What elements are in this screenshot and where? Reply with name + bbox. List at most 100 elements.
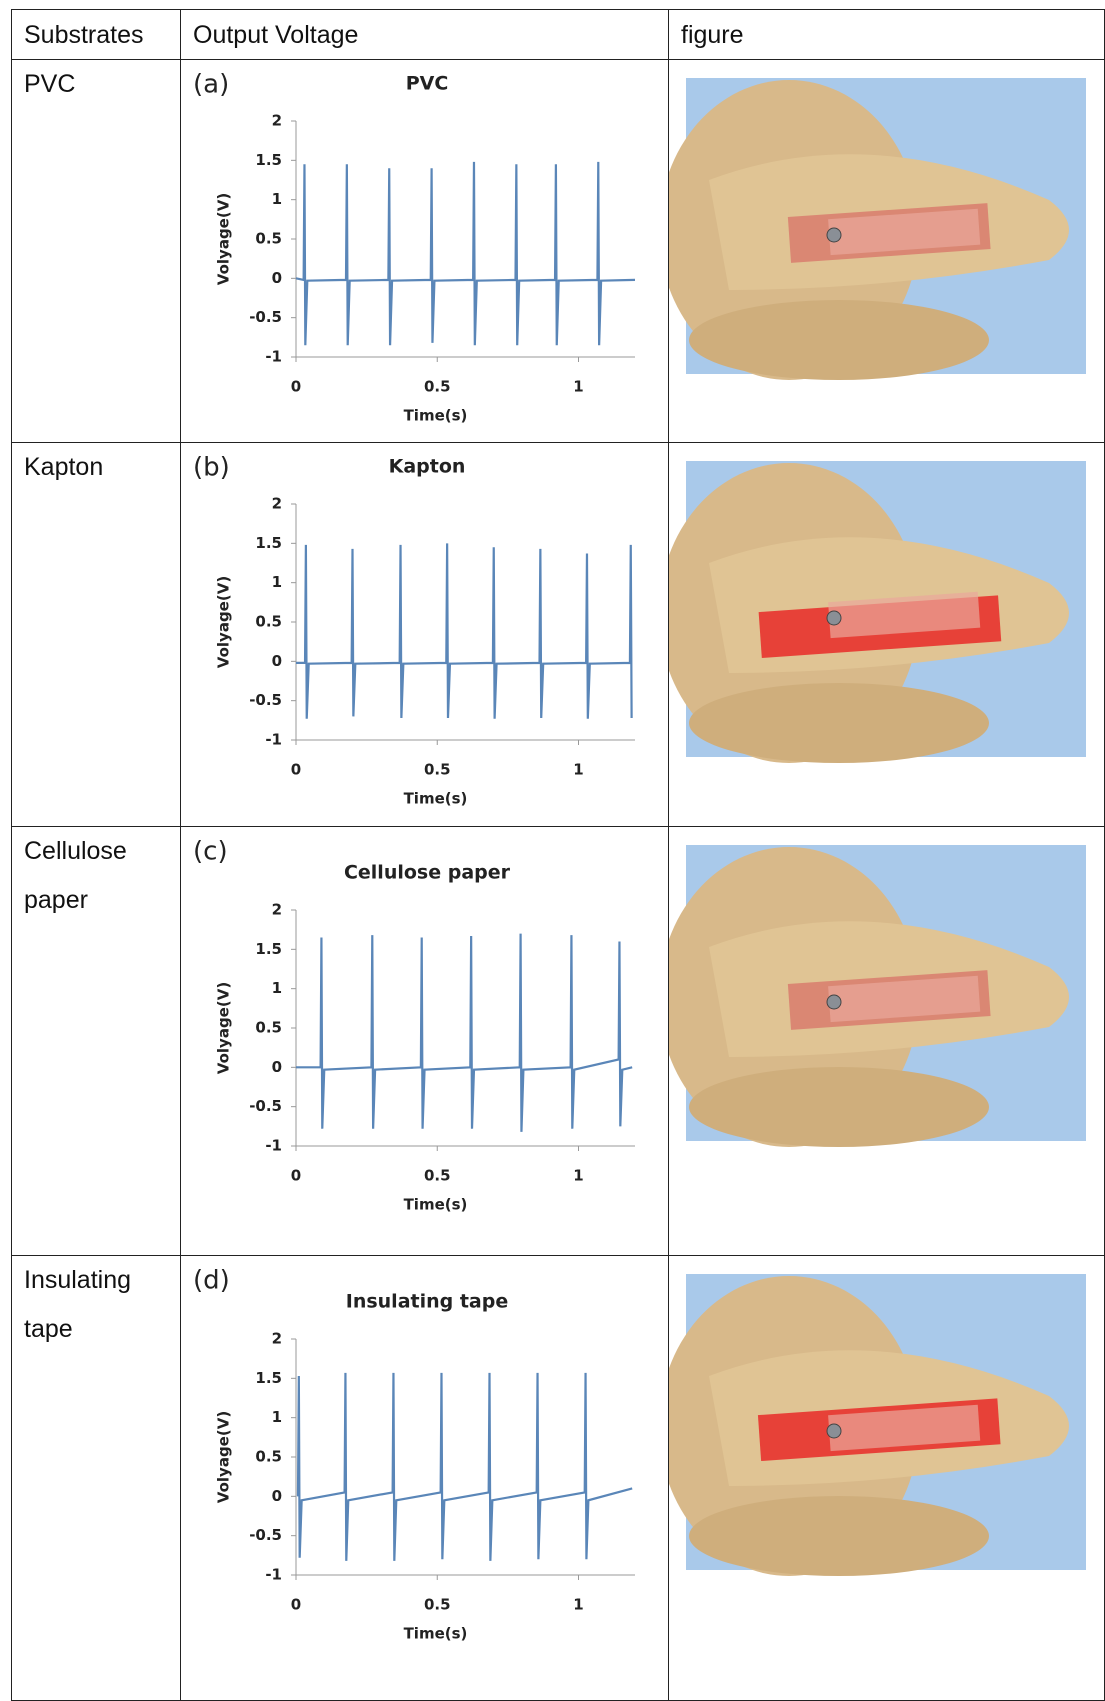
y-axis-label: Volyage(V) — [215, 982, 233, 1074]
x-tick-label: 1 — [573, 1596, 583, 1614]
substrate-name: Cellulose paper — [24, 837, 127, 914]
figure-cell — [668, 442, 1105, 827]
y-axis-label: Volyage(V) — [215, 193, 233, 285]
contact-screw — [826, 994, 842, 1010]
y-tick-label: 2 — [272, 112, 282, 130]
sample-photo — [669, 845, 1086, 1147]
y-axis-label: Volyage(V) — [215, 576, 233, 668]
header-text: Output Voltage — [193, 21, 359, 49]
y-tick-label: -1 — [265, 731, 282, 749]
y-tick-label: 0.5 — [255, 230, 282, 248]
x-tick-label: 1 — [573, 761, 583, 779]
x-tick-label: 0 — [291, 1167, 301, 1185]
substrate-cell: Cellulose paper — [11, 826, 181, 1256]
contact-screw — [826, 227, 842, 243]
voltage-line — [296, 1372, 633, 1561]
y-tick-label: 0.5 — [255, 613, 282, 631]
y-tick-label: -1 — [265, 348, 282, 366]
contact-screw — [826, 610, 842, 626]
y-tick-label: 1.5 — [255, 940, 282, 958]
header-text: figure — [681, 21, 744, 49]
voltage-chart: (c) Cellulose paper -1 -0.5 0 0.5 1 1.5 2 0 0.5 1 Ti… — [193, 837, 635, 1214]
glove-thumb — [689, 1067, 989, 1147]
voltage-line — [296, 933, 633, 1132]
x-axis-label: Time(s) — [404, 407, 468, 425]
chart-cell: (a) PVC -1 -0.5 0 0.5 1 1.5 2 0 0.5 1 Time(s) Volyage… — [180, 59, 669, 443]
panel-label: (b) — [193, 453, 230, 483]
y-tick-label: -0.5 — [249, 308, 282, 326]
electrode-pattern — [828, 975, 981, 1023]
photo — [669, 78, 1086, 380]
y-tick-label: 0.5 — [255, 1019, 282, 1037]
electrode-pattern — [828, 591, 981, 639]
x-tick-label: 0 — [291, 761, 301, 779]
sample-photo — [669, 461, 1086, 763]
chart-cell: (b) Kapton -1 -0.5 0 0.5 1 1.5 2 0 0.5 1 Time(s) Voly… — [180, 442, 669, 827]
y-tick-label: 0 — [272, 652, 282, 670]
y-tick-label: -1 — [265, 1137, 282, 1155]
glove-thumb — [689, 683, 989, 763]
x-tick-label: 0.5 — [424, 1596, 451, 1614]
y-axis-label: Volyage(V) — [215, 1411, 233, 1503]
electrode-pattern — [828, 208, 981, 256]
header-cell: Output Voltage — [180, 9, 669, 60]
y-tick-label: -0.5 — [249, 1097, 282, 1115]
substrate-name: PVC — [24, 70, 76, 98]
x-axis-label: Time(s) — [404, 1196, 468, 1214]
voltage-line — [295, 161, 636, 346]
figure-cell — [668, 826, 1105, 1256]
voltage-chart: (d) Insulating tape -1 -0.5 0 0.5 1 1.5 2 0 0.5 1 Ti… — [193, 1266, 635, 1643]
panel-label: (c) — [193, 837, 228, 867]
y-tick-label: 1.5 — [255, 1369, 282, 1387]
y-tick-label: 1 — [272, 190, 282, 208]
y-tick-label: 1.5 — [255, 534, 282, 552]
figure-cell — [668, 59, 1105, 443]
substrate-name: Insulating tape — [24, 1266, 132, 1343]
photo — [669, 845, 1086, 1147]
y-tick-label: -0.5 — [249, 691, 282, 709]
x-tick-label: 0.5 — [424, 1167, 451, 1185]
electrode-pattern — [828, 1404, 981, 1452]
y-tick-label: 0.5 — [255, 1448, 282, 1466]
voltage-chart: (b) Kapton -1 -0.5 0 0.5 1 1.5 2 0 0.5 1 Time(s) Voly… — [193, 453, 635, 808]
voltage-line — [296, 543, 633, 719]
glove-thumb — [689, 1496, 989, 1576]
chart-title: Cellulose paper — [344, 862, 511, 884]
chart-cell: (d) Insulating tape -1 -0.5 0 0.5 1 1.5 2 0 0.5 1 Ti… — [180, 1255, 669, 1701]
x-tick-label: 0.5 — [424, 378, 451, 396]
y-tick-label: -0.5 — [249, 1526, 282, 1544]
x-tick-label: 1 — [573, 378, 583, 396]
y-tick-label: -1 — [265, 1566, 282, 1584]
sample-photo — [669, 1274, 1086, 1576]
glove-thumb — [689, 300, 989, 380]
x-tick-label: 0 — [291, 1596, 301, 1614]
x-axis-label: Time(s) — [404, 790, 468, 808]
x-axis-label: Time(s) — [404, 1625, 468, 1643]
y-tick-label: 2 — [272, 495, 282, 513]
y-tick-label: 1 — [272, 1408, 282, 1426]
header-cell: figure — [668, 9, 1105, 60]
x-tick-label: 0.5 — [424, 761, 451, 779]
header-text: Substrates — [24, 21, 144, 49]
x-tick-label: 0 — [291, 378, 301, 396]
photo — [669, 461, 1086, 763]
chart-cell: (c) Cellulose paper -1 -0.5 0 0.5 1 1.5 2 0 0.5 1 Ti… — [180, 826, 669, 1256]
y-tick-label: 1.5 — [255, 151, 282, 169]
y-tick-label: 2 — [272, 1330, 282, 1348]
y-tick-label: 0 — [272, 269, 282, 287]
substrate-cell: Insulating tape — [11, 1255, 181, 1701]
chart-title: PVC — [406, 73, 449, 95]
sample-photo — [669, 78, 1086, 380]
y-tick-label: 1 — [272, 979, 282, 997]
chart-title: Kapton — [389, 456, 466, 478]
y-tick-label: 0 — [272, 1058, 282, 1076]
y-tick-label: 0 — [272, 1487, 282, 1505]
panel-label: (a) — [193, 70, 229, 100]
y-tick-label: 1 — [272, 573, 282, 591]
figure-cell — [668, 1255, 1105, 1701]
panel-label: (d) — [193, 1266, 230, 1296]
y-tick-label: 2 — [272, 901, 282, 919]
header-cell: Substrates — [11, 9, 181, 60]
substrate-cell: Kapton — [11, 442, 181, 827]
